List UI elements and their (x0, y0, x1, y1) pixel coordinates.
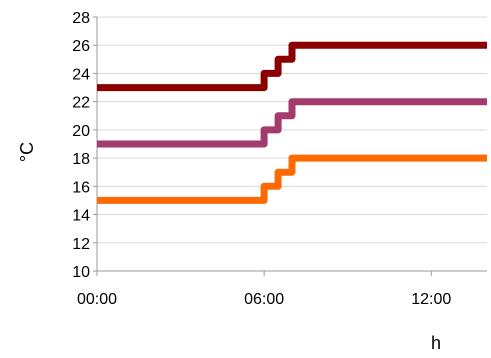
y-tick-10: 10 (72, 264, 90, 281)
y-tick-12: 12 (72, 236, 90, 253)
y-tick-18: 18 (72, 151, 90, 168)
y-tick-labels: 10 12 14 16 18 20 22 24 26 28 (72, 10, 90, 281)
x-tick-1200: 12:00 (411, 291, 451, 308)
x-tick-labels: 00:00 06:00 12:00 (77, 271, 451, 308)
y-tick-14: 14 (72, 208, 90, 225)
y-tick-24: 24 (72, 66, 90, 83)
x-tick-0600: 06:00 (244, 291, 284, 308)
y-tick-28: 28 (72, 10, 90, 27)
y-axis-label: °C (17, 142, 37, 162)
series-group (97, 41, 487, 204)
y-tick-26: 26 (72, 38, 90, 55)
y-tick-16: 16 (72, 179, 90, 196)
x-axis-label: h (431, 333, 441, 353)
series-line-3 (97, 154, 487, 204)
series-line-2 (97, 98, 487, 148)
y-tick-22: 22 (72, 95, 90, 112)
y-tick-20: 20 (72, 123, 90, 140)
series-line-1 (97, 41, 487, 92)
x-tick-0000: 00:00 (77, 291, 117, 308)
